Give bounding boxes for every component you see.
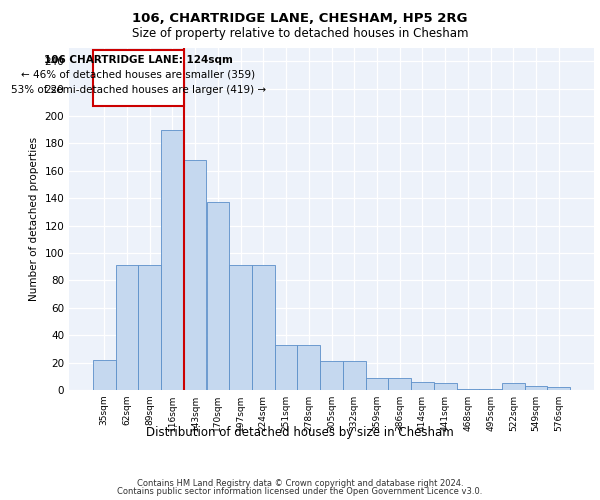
Text: Distribution of detached houses by size in Chesham: Distribution of detached houses by size … bbox=[146, 426, 454, 439]
Text: Size of property relative to detached houses in Chesham: Size of property relative to detached ho… bbox=[132, 28, 468, 40]
Bar bbox=[365, 378, 388, 390]
Bar bbox=[547, 388, 570, 390]
Bar bbox=[229, 266, 252, 390]
Bar bbox=[502, 383, 524, 390]
Bar bbox=[139, 266, 161, 390]
Bar bbox=[524, 386, 547, 390]
Bar bbox=[275, 345, 298, 390]
Bar bbox=[184, 160, 206, 390]
Y-axis label: Number of detached properties: Number of detached properties bbox=[29, 136, 39, 301]
Bar bbox=[116, 266, 139, 390]
Bar bbox=[206, 202, 229, 390]
Bar bbox=[411, 382, 434, 390]
Bar bbox=[161, 130, 184, 390]
Text: ← 46% of detached houses are smaller (359): ← 46% of detached houses are smaller (35… bbox=[21, 70, 256, 80]
Bar bbox=[434, 383, 457, 390]
Bar bbox=[343, 361, 365, 390]
Text: 106, CHARTRIDGE LANE, CHESHAM, HP5 2RG: 106, CHARTRIDGE LANE, CHESHAM, HP5 2RG bbox=[132, 12, 468, 26]
Bar bbox=[93, 360, 116, 390]
Bar bbox=[479, 388, 502, 390]
Text: 106 CHARTRIDGE LANE: 124sqm: 106 CHARTRIDGE LANE: 124sqm bbox=[44, 55, 233, 65]
Text: 53% of semi-detached houses are larger (419) →: 53% of semi-detached houses are larger (… bbox=[11, 85, 266, 95]
FancyBboxPatch shape bbox=[93, 50, 184, 106]
Text: Contains public sector information licensed under the Open Government Licence v3: Contains public sector information licen… bbox=[118, 487, 482, 496]
Bar bbox=[252, 266, 275, 390]
Bar bbox=[298, 345, 320, 390]
Text: Contains HM Land Registry data © Crown copyright and database right 2024.: Contains HM Land Registry data © Crown c… bbox=[137, 478, 463, 488]
Bar bbox=[388, 378, 411, 390]
Bar bbox=[457, 388, 479, 390]
Bar bbox=[320, 361, 343, 390]
